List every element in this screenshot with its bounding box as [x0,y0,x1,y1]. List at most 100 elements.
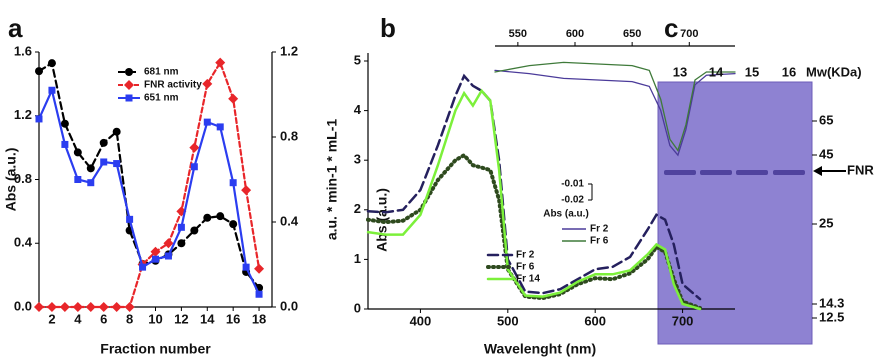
lane-label: 16 [782,64,796,79]
data-point [202,79,212,89]
data-point [36,115,43,122]
y-tick-label: 5 [354,52,361,67]
x-axis-label: Fraction number [100,341,211,357]
y2-tick-label: 1.2 [280,43,298,58]
marker-label: 65 [819,112,833,127]
y-tick-label: -0.01 [561,179,584,190]
x-tick-label: 400 [410,313,432,328]
data-point [48,59,56,67]
legend-label: FNR activity [144,80,202,91]
data-point [216,212,224,220]
y-tick-label: 1 [354,251,361,266]
data-point [165,253,172,260]
y2-tick-label: 0.8 [280,128,298,143]
lane-label: 15 [745,64,759,79]
x-tick-label: 650 [623,28,641,40]
y-axis-label: Abs (a.u.) [374,188,390,252]
x-tick-label: 8 [126,311,133,326]
x-tick-label: 2 [48,311,55,326]
data-point [228,94,238,104]
data-point [152,256,159,263]
legend-marker [124,80,134,90]
y-tick-label: -0.02 [561,195,584,206]
protein-band [736,170,768,175]
data-point [35,67,43,75]
x-axis-label: Wavelenght (nm) [484,341,596,357]
x-tick-label: 550 [509,28,527,40]
lane-label: 13 [673,64,687,79]
protein-band [700,170,732,175]
lane-label: 14 [709,64,724,79]
marker-label: 25 [819,215,833,230]
data-point [112,302,122,312]
y-tick-label: 0.4 [14,235,33,250]
data-point [256,291,263,298]
data-point [139,264,146,271]
y2-axis-label: a.u. * min-1 * mL-1 [324,119,340,241]
legend-label: Fr 2 [590,224,609,235]
data-point [204,119,211,126]
data-point [215,58,225,68]
series-line [368,155,700,308]
data-point [60,302,70,312]
data-point [243,264,250,271]
data-point [74,176,81,183]
legend-label: 651 nm [144,93,179,104]
y2-tick-label: 0.4 [280,213,299,228]
legend-marker [125,68,133,76]
y-axis-label: Abs (a.u.) [543,209,589,220]
marker-label: 14.3 [819,295,844,310]
gel-image [658,82,812,344]
y-tick-label: 1.2 [14,107,32,122]
protein-band [664,170,696,175]
legend-label: 681 nm [144,67,179,78]
x-tick-label: 18 [252,311,266,326]
data-point [87,164,95,172]
panel-label: c [664,13,678,43]
y-tick-label: 4 [354,102,362,117]
panel-label: b [380,13,396,43]
data-point [230,179,237,186]
y-tick-label: 1.6 [14,43,32,58]
x-tick-label: 700 [672,313,694,328]
figure: a b c 246810121416180.00.40.81.21.60.00.… [0,0,888,359]
legend-label: Fr 2 [516,250,535,261]
data-point [113,128,121,136]
y2-tick-label: 0.0 [280,298,298,313]
data-point [190,227,198,235]
data-point [113,160,120,167]
series-line [39,90,259,294]
data-point [74,148,82,156]
data-point [61,141,68,148]
data-point [34,302,44,312]
mw-label: Mw(KDa) [806,64,862,79]
data-point [177,239,185,247]
marker-label: 12.5 [819,309,844,324]
x-tick-label: 500 [497,313,519,328]
y-tick-label: 3 [354,152,361,167]
band-label: FNR [847,162,874,177]
x-tick-label: 14 [200,311,215,326]
x-tick-label: 16 [226,311,240,326]
marker-label: 45 [819,146,833,161]
data-point [178,224,185,231]
data-point [86,302,96,312]
y-tick-label: 0.0 [14,298,32,313]
y-tick-label: 0 [354,300,361,315]
legend-marker [126,95,133,102]
data-point [61,120,69,128]
y-tick-label: 2 [354,201,361,216]
data-point [126,216,133,223]
x-tick-label: 12 [174,311,188,326]
x-tick-label: 6 [100,311,107,326]
x-tick-label: 700 [680,28,698,40]
y-axis-label: Abs (a.u.) [3,148,19,212]
x-tick-label: 600 [566,28,584,40]
data-point [48,87,55,94]
x-tick-label: 4 [74,311,82,326]
protein-band [773,170,805,175]
x-tick-label: 600 [584,313,606,328]
data-point [217,123,224,130]
data-point [203,214,211,222]
panel-label: a [8,13,23,43]
